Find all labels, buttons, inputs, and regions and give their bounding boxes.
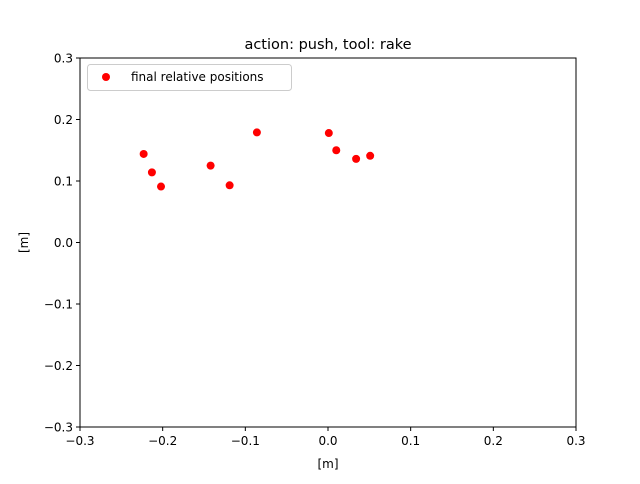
y-tick-label: −0.2	[44, 359, 73, 373]
data-point	[324, 129, 333, 138]
x-tick-label: −0.2	[148, 434, 177, 448]
plot-area-frame	[79, 57, 577, 428]
y-tick-label: −0.1	[44, 298, 73, 312]
data-point	[225, 181, 234, 190]
y-tick-label: 0.0	[54, 236, 73, 250]
legend-frame	[87, 64, 292, 91]
data-point	[147, 168, 156, 177]
x-tick-label: 0.1	[401, 434, 420, 448]
x-tick-label: −0.3	[65, 434, 94, 448]
x-tick-label: −0.1	[231, 434, 260, 448]
y-axis-label: [m]	[17, 232, 31, 253]
data-point	[139, 149, 148, 158]
legend-marker	[102, 73, 110, 81]
legend: final relative positions	[87, 64, 292, 91]
data-point	[206, 161, 215, 170]
y-tick-label: 0.2	[54, 113, 73, 127]
y-tick-label: −0.3	[44, 421, 73, 435]
legend-label: final relative positions	[131, 70, 264, 84]
data-points	[139, 128, 375, 191]
data-point	[366, 151, 375, 160]
y-tick-label: 0.1	[54, 175, 73, 189]
x-tick-label: 0.3	[566, 434, 585, 448]
data-point	[332, 146, 341, 155]
y-tick-label: 0.3	[54, 52, 73, 66]
x-tick-label: 0.0	[318, 434, 337, 448]
chart-title: action: push, tool: rake	[244, 37, 411, 53]
data-point	[157, 182, 166, 191]
x-tick-label: 0.2	[484, 434, 503, 448]
data-point	[352, 154, 361, 163]
x-axis-label: [m]	[317, 457, 338, 471]
data-point	[252, 128, 261, 137]
ticks: −0.3 −0.2 −0.1 0.0 0.1 0.2 0.3 −0.3 −0.2 −0.1 0.0 0…	[44, 52, 586, 449]
